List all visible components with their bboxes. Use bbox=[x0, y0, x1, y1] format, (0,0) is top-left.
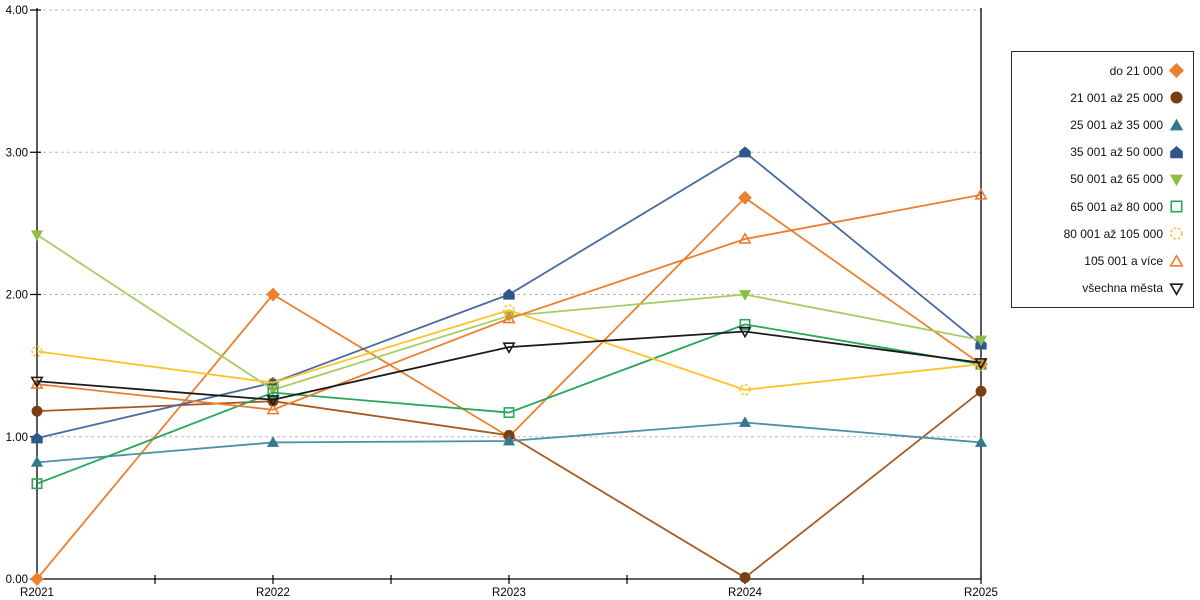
y-tick-label: 0.00 bbox=[6, 574, 28, 586]
legend-item: 80 001 až 105 000 bbox=[1018, 226, 1184, 241]
legend-item-label: všechna města bbox=[1082, 281, 1163, 296]
legend-item-label: 80 001 až 105 000 bbox=[1063, 226, 1163, 241]
legend-marker-icon bbox=[1169, 283, 1184, 296]
legend-marker-icon bbox=[1169, 63, 1184, 79]
data-point-marker bbox=[974, 188, 988, 200]
data-point-marker bbox=[31, 405, 43, 417]
legend-item-label: do 21 000 bbox=[1109, 63, 1163, 78]
legend-item: 105 001 a více bbox=[1018, 253, 1184, 269]
legend-marker-icon bbox=[1169, 174, 1184, 187]
data-point-marker bbox=[738, 416, 752, 427]
y-tick-label: 4.00 bbox=[6, 5, 28, 17]
legend-marker-icon bbox=[1170, 227, 1183, 241]
data-point-marker bbox=[266, 436, 280, 447]
x-tick-label: R2025 bbox=[964, 587, 998, 599]
legend-item-label: 65 001 až 80 000 bbox=[1070, 199, 1163, 214]
x-tick-label: R2024 bbox=[728, 587, 762, 599]
legend-item-label: 25 001 až 35 000 bbox=[1070, 118, 1163, 133]
x-tick-label: R2021 bbox=[20, 587, 54, 599]
legend-item: 65 001 až 80 000 bbox=[1018, 199, 1184, 214]
x-tick-label: R2023 bbox=[492, 587, 526, 599]
data-point-marker bbox=[267, 376, 279, 389]
legend-item-label: 105 001 a více bbox=[1084, 254, 1163, 269]
data-point-marker bbox=[739, 146, 751, 158]
data-point-marker bbox=[503, 288, 515, 300]
legend-item: všechna města bbox=[1018, 281, 1184, 296]
data-point-marker bbox=[975, 358, 987, 370]
data-point-marker bbox=[31, 345, 43, 358]
legend-item: 50 001 až 65 000 bbox=[1018, 172, 1184, 187]
data-point-marker bbox=[266, 402, 280, 415]
data-point-marker bbox=[975, 385, 987, 397]
data-point-marker bbox=[31, 432, 43, 444]
series-line-65-001-až-80-000 bbox=[36, 323, 982, 485]
legend-item: 25 001 až 35 000 bbox=[1018, 118, 1184, 133]
series-line-do-21-000 bbox=[36, 196, 982, 580]
y-tick-label: 2.00 bbox=[6, 290, 28, 302]
series-line-105-001-a-více bbox=[36, 194, 982, 411]
legend-item: do 21 000 bbox=[1018, 63, 1184, 79]
data-point-marker bbox=[738, 326, 752, 339]
series-line-80-001-až-105-000 bbox=[36, 309, 982, 391]
series-line-21-001-až-25-000 bbox=[36, 390, 982, 579]
data-point-marker bbox=[266, 395, 280, 407]
data-point-marker bbox=[502, 311, 516, 324]
data-point-marker bbox=[502, 434, 516, 446]
legend-marker-icon bbox=[1170, 200, 1183, 213]
legend-item-label: 35 001 až 50 000 bbox=[1070, 145, 1163, 160]
data-point-marker bbox=[266, 287, 280, 302]
legend-marker-icon bbox=[1169, 118, 1184, 130]
legend-marker-icon bbox=[1169, 253, 1184, 267]
data-point-marker bbox=[30, 230, 44, 241]
legend-marker-icon bbox=[1170, 91, 1183, 104]
series-line-všechna-města bbox=[36, 330, 982, 401]
data-point-marker bbox=[974, 436, 988, 447]
data-point-marker bbox=[739, 384, 751, 396]
data-point-marker bbox=[738, 232, 752, 244]
data-point-marker bbox=[503, 407, 515, 419]
data-point-marker bbox=[502, 342, 516, 354]
y-tick-label: 1.00 bbox=[6, 432, 28, 444]
x-tick-label: R2022 bbox=[256, 587, 290, 599]
legend-item: 35 001 až 50 000 bbox=[1018, 145, 1184, 160]
data-point-marker bbox=[30, 572, 44, 586]
data-point-marker bbox=[739, 318, 751, 330]
data-point-marker bbox=[974, 335, 988, 347]
data-point-marker bbox=[738, 190, 752, 205]
y-tick-label: 3.00 bbox=[6, 147, 28, 159]
chart-legend: do 21 000 21 001 až 25 000 25 001 až 35 00… bbox=[1011, 51, 1194, 308]
data-point-marker bbox=[738, 290, 752, 301]
legend-item-label: 21 001 až 25 000 bbox=[1070, 90, 1163, 105]
data-point-marker bbox=[31, 478, 43, 490]
data-point-marker bbox=[739, 572, 751, 584]
data-point-marker bbox=[503, 304, 515, 316]
data-point-marker bbox=[267, 387, 279, 399]
legend-item-label: 50 001 až 65 000 bbox=[1070, 172, 1163, 187]
data-point-marker bbox=[974, 358, 988, 370]
legend-item: 21 001 až 25 000 bbox=[1018, 90, 1184, 105]
data-point-marker bbox=[30, 376, 44, 389]
legend-marker-icon bbox=[1170, 145, 1183, 158]
data-point-marker bbox=[30, 456, 44, 467]
